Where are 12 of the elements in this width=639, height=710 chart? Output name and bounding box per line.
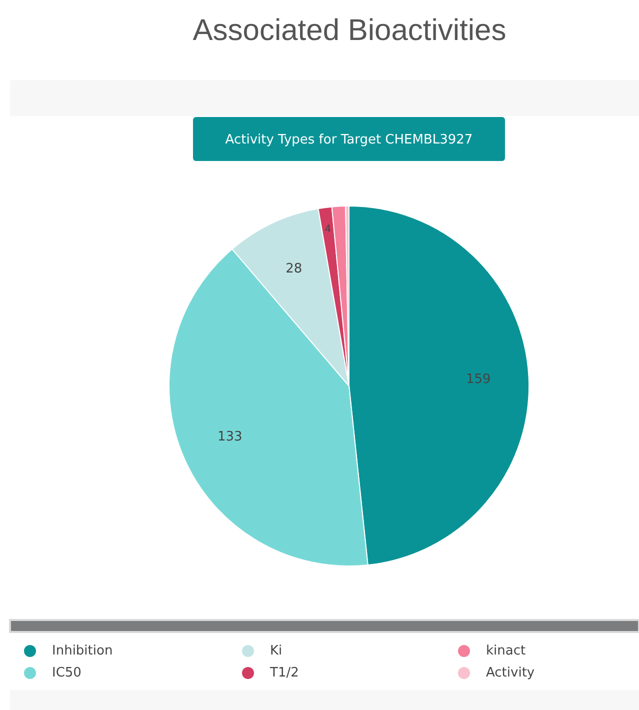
chart-subtitle: Activity Types for Target CHEMBL3927 bbox=[225, 132, 473, 148]
legend-label: T1/2 bbox=[269, 666, 299, 681]
data-label: 159 bbox=[466, 372, 491, 387]
data-label: 28 bbox=[286, 261, 302, 276]
legend-label: IC50 bbox=[52, 666, 82, 681]
legend-label: Ki bbox=[270, 644, 282, 659]
legend-label: Inhibition bbox=[52, 644, 113, 659]
data-label: 133 bbox=[218, 430, 242, 445]
legend-label: Activity bbox=[486, 666, 535, 681]
legend-label: kinact bbox=[486, 644, 526, 659]
chart-title: Associated Bioactivities bbox=[192, 14, 506, 47]
data-label: 4 bbox=[324, 224, 332, 235]
